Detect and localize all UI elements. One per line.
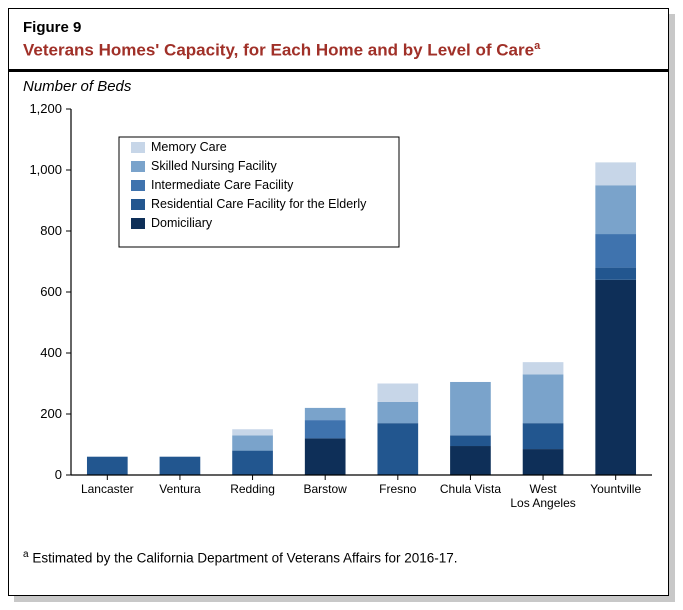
svg-text:Domiciliary: Domiciliary — [151, 216, 213, 230]
figure-container: Figure 9 Veterans Homes' Capacity, for E… — [8, 8, 675, 602]
svg-text:Lancaster: Lancaster — [81, 482, 134, 496]
svg-text:1,200: 1,200 — [29, 101, 62, 116]
svg-text:Barstow: Barstow — [304, 482, 348, 496]
figure-title: Veterans Homes' Capacity, for Each Home … — [9, 38, 668, 69]
svg-text:Memory Care: Memory Care — [151, 140, 227, 154]
svg-text:800: 800 — [40, 223, 62, 238]
svg-text:West: West — [530, 482, 558, 496]
stacked-bar-chart: 0 200 400 600 800 1,000 1,200 Lancaster Ventura R… — [9, 99, 670, 527]
svg-text:Ventura: Ventura — [159, 482, 201, 496]
svg-text:Skilled Nursing Facility: Skilled Nursing Facility — [151, 159, 277, 173]
chart-area: 0 200 400 600 800 1,000 1,200 Lancaster Ventura R… — [9, 99, 668, 527]
svg-text:1,000: 1,000 — [29, 162, 62, 177]
figure-subtitle: Number of Beds — [9, 72, 668, 99]
svg-text:Residential Care Facility for: Residential Care Facility for the Elderl… — [151, 197, 367, 211]
svg-text:0: 0 — [55, 467, 62, 482]
svg-text:Yountville: Yountville — [590, 482, 641, 496]
svg-text:200: 200 — [40, 406, 62, 421]
figure-label: Figure 9 — [9, 9, 668, 38]
figure-panel: Figure 9 Veterans Homes' Capacity, for E… — [8, 8, 669, 596]
svg-text:Fresno: Fresno — [379, 482, 417, 496]
figure-footnote: a Estimated by the California Department… — [9, 527, 668, 576]
svg-text:600: 600 — [40, 284, 62, 299]
svg-text:Intermediate Care Facility: Intermediate Care Facility — [151, 178, 294, 192]
svg-text:Redding: Redding — [230, 482, 275, 496]
svg-text:Los Angeles: Los Angeles — [510, 496, 575, 510]
svg-text:400: 400 — [40, 345, 62, 360]
svg-text:Chula Vista: Chula Vista — [440, 482, 501, 496]
